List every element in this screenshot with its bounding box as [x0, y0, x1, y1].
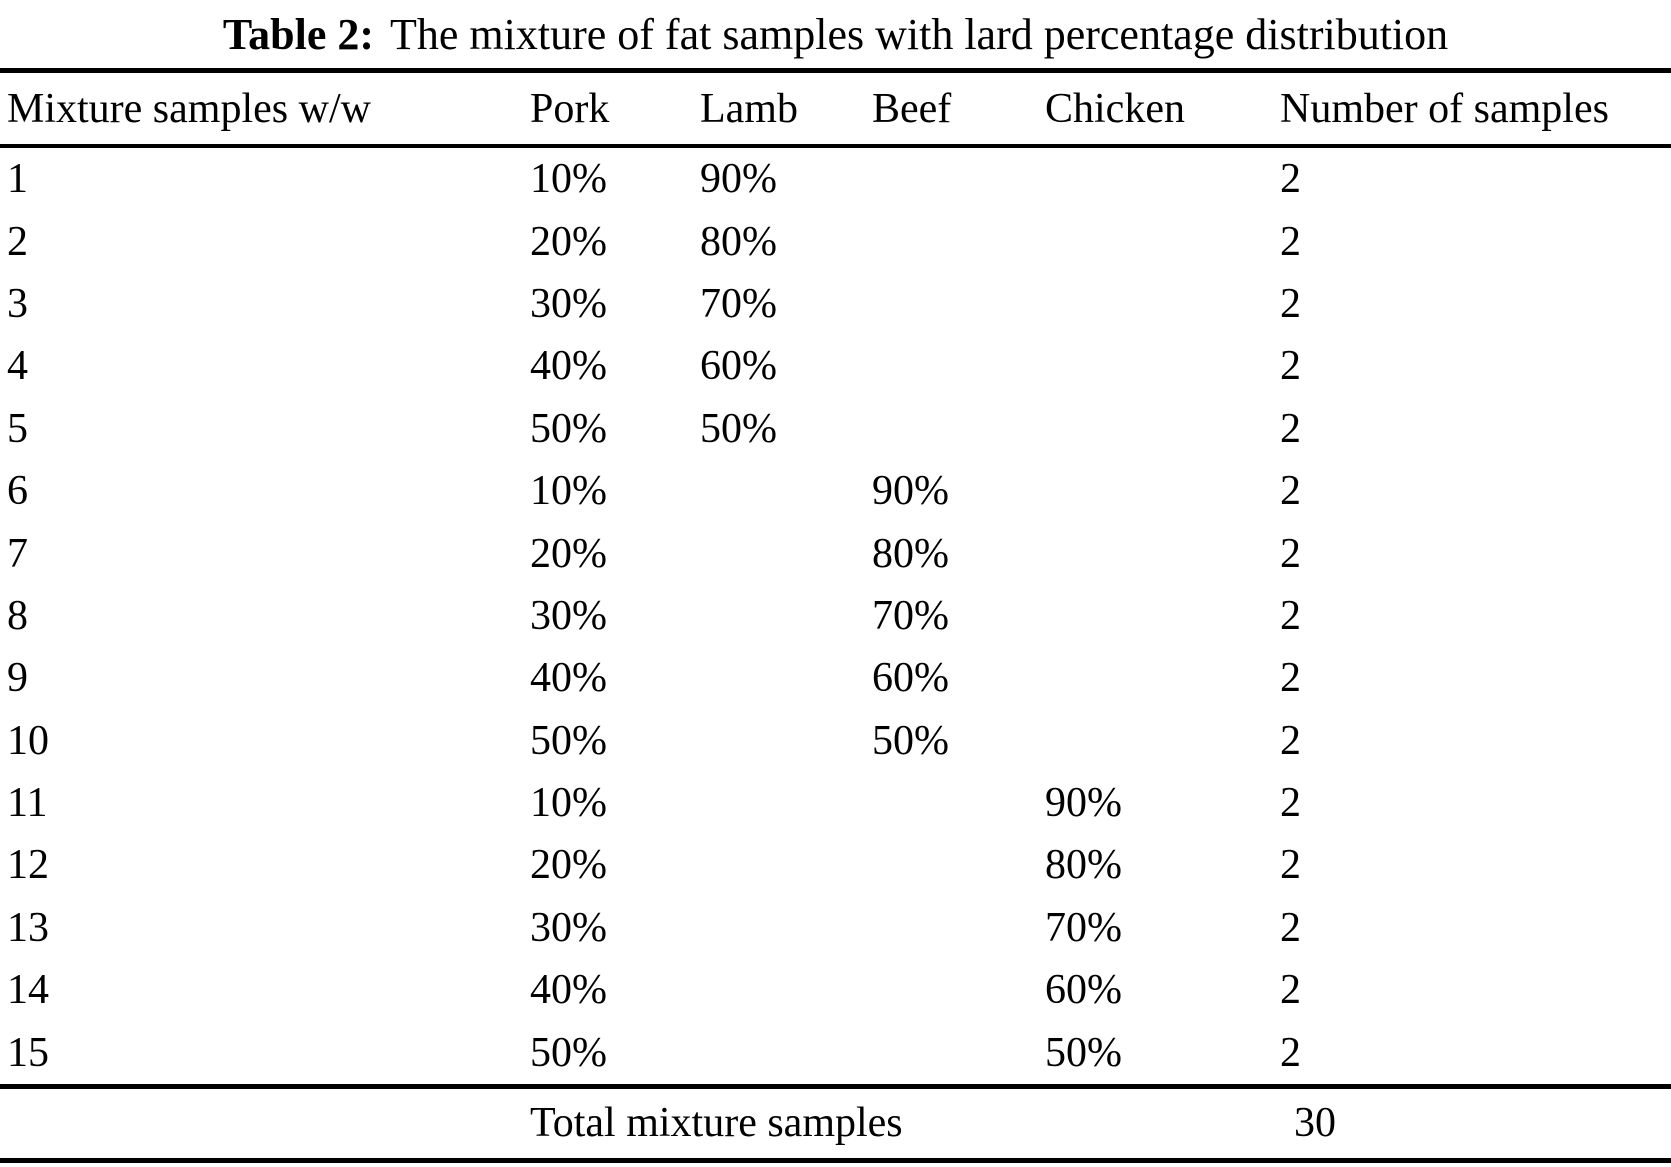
cell-lamb: 90%	[700, 156, 777, 203]
header-rule	[0, 144, 1671, 148]
cell-beef: 80%	[872, 530, 949, 577]
cell-sample-id: 13	[7, 904, 49, 951]
column-header-number-of-samples: Number of samples	[1280, 85, 1609, 132]
table-row: 5 50% 50% 2	[0, 398, 1671, 460]
cell-chicken: 60%	[1045, 967, 1122, 1014]
cell-lamb: 50%	[700, 405, 777, 452]
cell-sample-id: 14	[7, 967, 49, 1014]
cell-count: 2	[1280, 343, 1301, 390]
cell-beef: 90%	[872, 468, 949, 515]
footer-total-value: 30	[1294, 1100, 1336, 1147]
cell-sample-id: 7	[7, 530, 28, 577]
cell-chicken: 90%	[1045, 780, 1122, 827]
cell-pork: 10%	[530, 468, 607, 515]
footer-rule	[0, 1083, 1671, 1089]
cell-pork: 40%	[530, 967, 607, 1014]
cell-pork: 20%	[530, 842, 607, 889]
cell-count: 2	[1280, 967, 1301, 1014]
cell-count: 2	[1280, 156, 1301, 203]
cell-pork: 50%	[530, 405, 607, 452]
table-body: 1 10% 90% 2 2 20% 80% 2 3 30% 70% 2 4 40…	[0, 148, 1671, 1084]
column-header-chicken: Chicken	[1045, 85, 1185, 132]
table-row: 2 20% 80% 2	[0, 210, 1671, 272]
caption-label: Table 2:	[222, 9, 375, 59]
cell-sample-id: 6	[7, 468, 28, 515]
cell-sample-id: 1	[7, 156, 28, 203]
cell-sample-id: 15	[7, 1029, 49, 1076]
table-row: 6 10% 90% 2	[0, 460, 1671, 522]
cell-count: 2	[1280, 780, 1301, 827]
cell-pork: 30%	[530, 280, 607, 327]
table-row: 1 10% 90% 2	[0, 148, 1671, 210]
column-header-beef: Beef	[872, 85, 952, 132]
cell-count: 2	[1280, 218, 1301, 265]
cell-count: 2	[1280, 280, 1301, 327]
cell-count: 2	[1280, 405, 1301, 452]
table-header-row: Mixture samples w/w Pork Lamb Beef Chick…	[0, 73, 1671, 144]
table-footer-row: Total mixture samples 30	[0, 1089, 1671, 1158]
cell-pork: 40%	[530, 655, 607, 702]
cell-chicken: 80%	[1045, 842, 1122, 889]
table-row: 11 10% 90% 2	[0, 772, 1671, 834]
cell-beef: 60%	[872, 655, 949, 702]
cell-pork: 50%	[530, 1029, 607, 1076]
table-row: 8 30% 70% 2	[0, 585, 1671, 647]
cell-sample-id: 5	[7, 405, 28, 452]
table-row: 12 20% 80% 2	[0, 834, 1671, 896]
cell-pork: 20%	[530, 530, 607, 577]
cell-count: 2	[1280, 468, 1301, 515]
cell-count: 2	[1280, 1029, 1301, 1076]
column-header-pork: Pork	[530, 85, 610, 132]
table-row: 15 50% 50% 2	[0, 1021, 1671, 1083]
cell-pork: 10%	[530, 780, 607, 827]
cell-pork: 50%	[530, 717, 607, 764]
cell-count: 2	[1280, 717, 1301, 764]
cell-sample-id: 3	[7, 280, 28, 327]
cell-sample-id: 8	[7, 592, 28, 639]
cell-pork: 20%	[530, 218, 607, 265]
cell-sample-id: 9	[7, 655, 28, 702]
cell-sample-id: 2	[7, 218, 28, 265]
table-row: 9 40% 60% 2	[0, 647, 1671, 709]
table-row: 4 40% 60% 2	[0, 335, 1671, 397]
cell-lamb: 80%	[700, 218, 777, 265]
cell-lamb: 60%	[700, 343, 777, 390]
cell-pork: 40%	[530, 343, 607, 390]
cell-sample-id: 11	[7, 780, 48, 827]
cell-pork: 10%	[530, 156, 607, 203]
cell-count: 2	[1280, 530, 1301, 577]
table-row: 3 30% 70% 2	[0, 273, 1671, 335]
bottom-rule	[0, 1157, 1671, 1163]
cell-sample-id: 4	[7, 343, 28, 390]
footer-total-label: Total mixture samples	[530, 1100, 903, 1147]
table-row: 13 30% 70% 2	[0, 897, 1671, 959]
table-caption: Table 2: The mixture of fat samples with…	[0, 0, 1671, 68]
column-header-mixture-samples: Mixture samples w/w	[7, 85, 371, 132]
cell-count: 2	[1280, 655, 1301, 702]
cell-pork: 30%	[530, 904, 607, 951]
top-rule	[0, 68, 1671, 73]
cell-sample-id: 12	[7, 842, 49, 889]
cell-count: 2	[1280, 842, 1301, 889]
cell-beef: 50%	[872, 717, 949, 764]
cell-sample-id: 10	[7, 717, 49, 764]
table-row: 10 50% 50% 2	[0, 710, 1671, 772]
cell-pork: 30%	[530, 592, 607, 639]
cell-count: 2	[1280, 592, 1301, 639]
cell-count: 2	[1280, 904, 1301, 951]
cell-chicken: 50%	[1045, 1029, 1122, 1076]
column-header-lamb: Lamb	[700, 85, 798, 132]
cell-chicken: 70%	[1045, 904, 1122, 951]
caption-text: The mixture of fat samples with lard per…	[390, 9, 1449, 59]
table-row: 7 20% 80% 2	[0, 522, 1671, 584]
cell-lamb: 70%	[700, 280, 777, 327]
table-row: 14 40% 60% 2	[0, 959, 1671, 1021]
cell-beef: 70%	[872, 592, 949, 639]
